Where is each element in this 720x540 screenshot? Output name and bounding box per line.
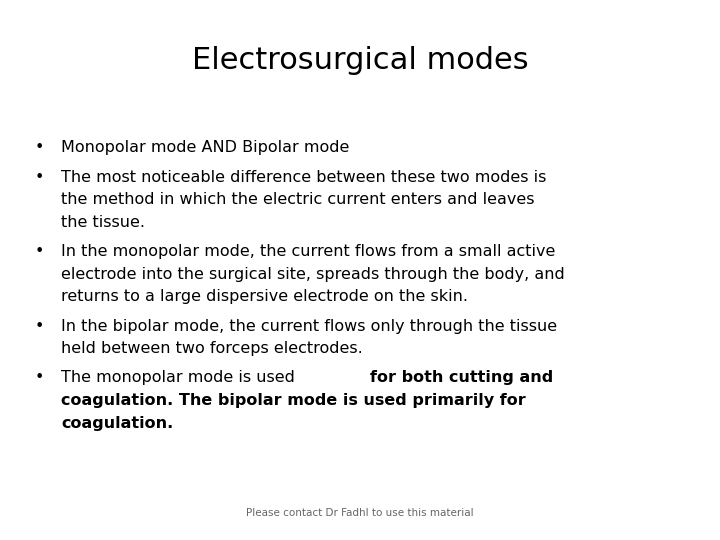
Text: the method in which the electric current enters and leaves: the method in which the electric current… (61, 192, 535, 207)
Text: coagulation. The bipolar mode is used primarily for: coagulation. The bipolar mode is used pr… (61, 393, 526, 408)
Text: •: • (35, 170, 45, 185)
Text: the tissue.: the tissue. (61, 215, 145, 230)
Text: In the monopolar mode, the current flows from a small active: In the monopolar mode, the current flows… (61, 244, 556, 259)
Text: Please contact Dr Fadhl to use this material: Please contact Dr Fadhl to use this mate… (246, 508, 474, 518)
Text: held between two forceps electrodes.: held between two forceps electrodes. (61, 341, 363, 356)
Text: •: • (35, 370, 45, 386)
Text: •: • (35, 140, 45, 156)
Text: coagulation.: coagulation. (61, 416, 174, 431)
Text: Electrosurgical modes: Electrosurgical modes (192, 46, 528, 75)
Text: returns to a large dispersive electrode on the skin.: returns to a large dispersive electrode … (61, 289, 468, 305)
Text: •: • (35, 319, 45, 334)
Text: •: • (35, 244, 45, 259)
Text: for both cutting and: for both cutting and (369, 370, 553, 386)
Text: Monopolar mode AND Bipolar mode: Monopolar mode AND Bipolar mode (61, 140, 350, 156)
Text: The most noticeable difference between these two modes is: The most noticeable difference between t… (61, 170, 546, 185)
Text: electrode into the surgical site, spreads through the body, and: electrode into the surgical site, spread… (61, 267, 565, 282)
Text: In the bipolar mode, the current flows only through the tissue: In the bipolar mode, the current flows o… (61, 319, 557, 334)
Text: The monopolar mode is used: The monopolar mode is used (61, 370, 300, 386)
